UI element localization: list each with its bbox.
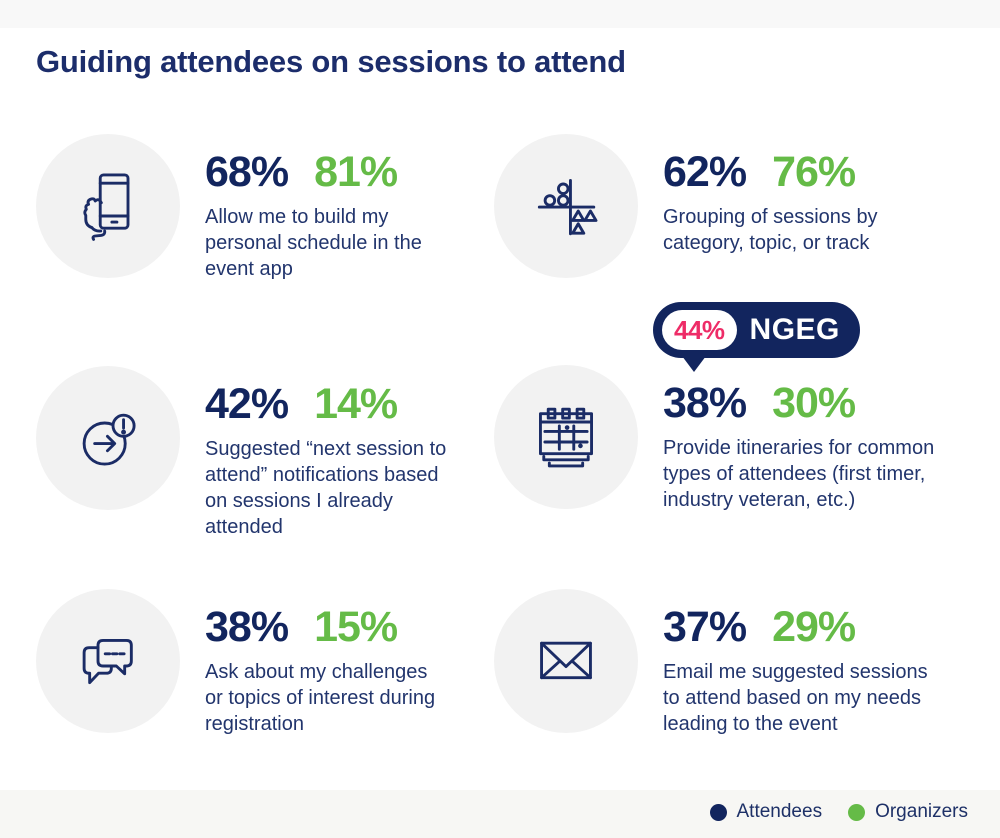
ngeg-badge-tail	[682, 356, 706, 372]
icon-circle	[494, 589, 638, 733]
organizers-percent: 76%	[772, 148, 856, 196]
attendees-percent: 37%	[663, 603, 747, 651]
stat-card-build-schedule: 68% 81% Allow me to build my personal sc…	[36, 134, 506, 334]
icon-circle	[36, 134, 180, 278]
organizers-percent: 14%	[314, 380, 398, 428]
session-grouping-icon	[537, 179, 598, 236]
legend-item-organizers: Organizers	[848, 801, 968, 823]
stat-text: 38% 15% Ask about my challenges or topic…	[205, 605, 535, 737]
attendees-dot-icon	[709, 803, 727, 821]
percent-pair: 62% 76%	[663, 150, 993, 195]
top-edge-strip	[0, 0, 1000, 28]
stat-card-itineraries: 38% 30% Provide itineraries for common t…	[494, 365, 964, 565]
icon-circle	[494, 134, 638, 278]
icon-circle	[36, 589, 180, 733]
registration-chat-icon	[82, 639, 133, 685]
legend: Attendees Organizers	[709, 800, 968, 824]
percent-pair: 38% 15%	[205, 605, 535, 650]
stat-text: 42% 14% Suggested “next session to atten…	[205, 382, 535, 540]
percent-pair: 38% 30%	[663, 381, 993, 426]
percent-pair: 68% 81%	[205, 150, 535, 195]
stat-description: Ask about my challenges or topics of int…	[205, 661, 436, 735]
attendees-percent: 68%	[205, 148, 289, 196]
bottom-edge-strip	[0, 790, 1000, 838]
email-suggestions-icon	[540, 641, 592, 680]
ngeg-percent-pill: 44%	[662, 310, 737, 350]
percent-pair: 42% 14%	[205, 382, 535, 427]
attendees-percent: 42%	[205, 380, 289, 428]
organizers-dot-icon	[848, 803, 866, 821]
stat-card-email-suggestions: 37% 29% Email me suggested sessions to a…	[494, 589, 964, 789]
icon-circle	[36, 366, 180, 510]
itinerary-calendar-icon	[539, 407, 593, 468]
stat-text: 62% 76% Grouping of sessions by category…	[663, 150, 993, 256]
attendees-percent: 62%	[663, 148, 747, 196]
ngeg-label: NGEG	[749, 313, 840, 346]
ngeg-percent: 44%	[674, 314, 725, 345]
stat-card-next-session-notifications: 42% 14% Suggested “next session to atten…	[36, 366, 506, 566]
next-session-notification-icon	[82, 413, 136, 466]
organizers-percent: 30%	[772, 379, 856, 427]
stat-text: 38% 30% Provide itineraries for common t…	[663, 381, 993, 513]
phone-in-hand-icon	[83, 173, 130, 241]
organizers-percent: 29%	[772, 603, 856, 651]
stat-description: Email me suggested sessions to attend ba…	[663, 661, 928, 735]
attendees-legend-label: Attendees	[736, 801, 823, 822]
page-title: Guiding attendees on sessions to attend	[36, 44, 626, 79]
stat-description: Provide itineraries for common types of …	[663, 437, 935, 511]
organizers-percent: 15%	[314, 603, 398, 651]
stat-text: 37% 29% Email me suggested sessions to a…	[663, 605, 993, 737]
stat-description: Grouping of sessions by category, topic,…	[663, 206, 878, 254]
stat-description: Allow me to build my personal schedule i…	[205, 206, 422, 280]
percent-pair: 37% 29%	[663, 605, 993, 650]
stat-text: 68% 81% Allow me to build my personal sc…	[205, 150, 535, 282]
organizers-legend-label: Organizers	[875, 801, 968, 822]
stat-description: Suggested “next session to attend” notif…	[205, 438, 447, 538]
ngeg-badge: 44% NGEG	[653, 302, 860, 358]
icon-circle	[494, 365, 638, 509]
stat-card-registration-questions: 38% 15% Ask about my challenges or topic…	[36, 589, 506, 789]
organizers-percent: 81%	[314, 148, 398, 196]
attendees-percent: 38%	[205, 603, 289, 651]
stat-card-session-grouping: 62% 76% Grouping of sessions by category…	[494, 134, 964, 334]
legend-item-attendees: Attendees	[709, 801, 823, 823]
attendees-percent: 38%	[663, 379, 747, 427]
